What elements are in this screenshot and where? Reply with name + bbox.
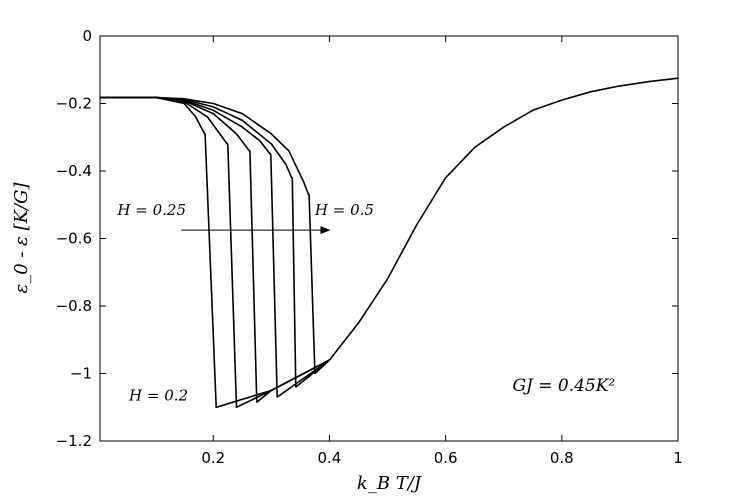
- plot-area: [99, 35, 679, 442]
- y-tick-label: −0.2: [56, 95, 92, 113]
- annotation-3: H = 0.2: [128, 387, 188, 405]
- y-tick-label: −0.4: [56, 162, 92, 180]
- x-tick-label: 0.2: [201, 449, 225, 467]
- annotation-2: H = 0.5: [314, 201, 374, 219]
- x-tick-label: 1: [673, 449, 683, 467]
- x-tick-label: 0.8: [550, 449, 574, 467]
- series-line-1: [100, 77, 679, 409]
- annotation-group: H = 0.25 H = 0.5 H = 0.2 GJ = 0.45K²: [116, 201, 615, 405]
- x-axis-label: k_B T/J: [357, 473, 423, 494]
- y-tick-label: −0.6: [56, 230, 92, 248]
- y-tick-label: −1.2: [56, 432, 92, 450]
- tick-group: 0.2 0.4 0.6 0.8 1 0 −0.2 −0.4 −0.6 −0.8 −1 −1.2: [56, 27, 683, 467]
- x-tick-label: 0.4: [318, 449, 342, 467]
- series-line-6: [100, 96, 331, 375]
- y-tick-label: −0.8: [56, 297, 92, 315]
- y-tick-label: −1: [70, 365, 92, 383]
- x-tick-label: 0.6: [434, 449, 458, 467]
- y-axis-label: ε_0 - ε [K/G]: [11, 182, 32, 294]
- y-tick-label: 0: [82, 27, 92, 45]
- annotation-4: GJ = 0.45K²: [512, 376, 615, 396]
- series-group: [100, 77, 679, 409]
- annotation-1: H = 0.25: [116, 201, 186, 219]
